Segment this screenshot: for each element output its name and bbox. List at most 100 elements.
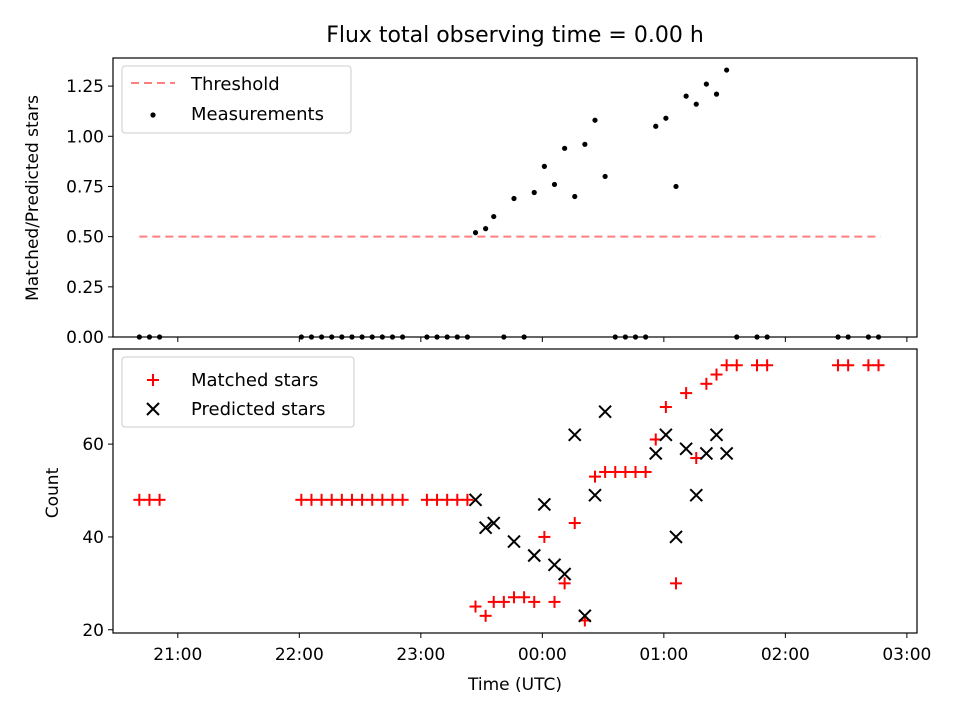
matched-star-point (305, 493, 318, 506)
ratio-y-axis-label: Matched/Predicted stars (23, 95, 43, 301)
legend-matched-label: Matched stars (191, 370, 318, 391)
measurement-point (673, 183, 679, 190)
matched-star-point (639, 465, 652, 478)
matched-star-point (335, 493, 348, 506)
x-tick-label: 22:00 (275, 645, 324, 665)
measurement-point (562, 145, 568, 151)
legend-measurements-swatch (150, 112, 156, 118)
predicted-star-point (699, 446, 714, 461)
matched-star-point (751, 359, 764, 372)
chart-title: Flux total observing time = 0.00 h (326, 23, 704, 48)
measurement-point (491, 213, 497, 220)
matched-star-point (528, 595, 541, 608)
measurement-point (683, 93, 689, 99)
legend-predicted-swatch (146, 402, 160, 416)
matched-star-point (295, 493, 308, 506)
matched-star-point (386, 493, 399, 506)
ratio-panel-frame (112, 57, 918, 338)
predicted-star-point (679, 442, 693, 456)
count-panel: 20 40 60 21:00 22:00 23:00 00:00 01:00 02:00 03:… (43, 348, 931, 695)
measurement-point (572, 193, 578, 200)
ratio-y-tick-label: 0.50 (66, 228, 104, 248)
legend-predicted-label: Predicted stars (191, 399, 325, 420)
ratio-legend-box (121, 65, 352, 134)
matched-star-point (315, 493, 328, 506)
measurement-point (541, 163, 547, 169)
legend-measurements-label: Measurements (191, 104, 324, 125)
matched-star-point (720, 359, 733, 372)
x-tick-label: 02:00 (761, 645, 810, 665)
predicted-star-point (537, 497, 552, 512)
measurement-point (592, 117, 598, 123)
matched-star-point (518, 591, 531, 604)
matched-star-point (588, 470, 601, 483)
predicted-star-point (669, 530, 683, 544)
count-y-tick-label: 40 (82, 528, 104, 548)
count-legend: Matched stars Predicted stars (121, 356, 355, 428)
matched-star-point (700, 377, 713, 390)
predicted-star-point (588, 488, 602, 502)
ratio-y-tick-label: 0.25 (66, 278, 104, 298)
predicted-star-point (709, 428, 724, 442)
ratio-y-tick-label: 0.75 (66, 177, 104, 197)
ratio-panel: 0.00 0.25 0.50 0.75 1.00 1.25 Matched/Predict… (23, 57, 918, 348)
matched-star-point (558, 577, 571, 590)
predicted-star-point (568, 428, 582, 442)
matched-star-point (153, 493, 166, 506)
measurement-point (472, 230, 479, 236)
matched-star-point (366, 493, 379, 506)
matched-star-point (629, 465, 642, 478)
predicted-star-point (557, 567, 572, 581)
matched-star-point (461, 493, 474, 506)
x-axis-label: Time (UTC) (467, 675, 562, 695)
matched-star-point (143, 493, 156, 506)
matched-star-point (690, 452, 703, 465)
predicted-star-point (659, 428, 673, 442)
x-tick-label: 23:00 (396, 645, 445, 665)
matched-star-point (507, 591, 520, 604)
x-tick-label: 21:00 (153, 645, 202, 665)
matched-star-point (538, 530, 551, 543)
matched-star-point (832, 359, 845, 372)
matched-star-point (599, 465, 612, 478)
predicted-star-point (649, 446, 663, 461)
matched-star-point (441, 493, 454, 506)
matched-star-point (420, 493, 433, 506)
ratio-y-tick-label: 0.00 (66, 328, 104, 348)
measurement-point (511, 195, 517, 202)
count-y-tick-label: 60 (82, 435, 104, 455)
predicted-star-point (487, 516, 501, 530)
predicted-star-point (689, 488, 703, 502)
count-legend-box (121, 356, 355, 428)
matched-star-point (710, 368, 723, 381)
measurement-point (713, 91, 720, 97)
measurement-point (483, 226, 489, 232)
predicted-star-point (578, 609, 592, 623)
matched-star-point (396, 493, 409, 506)
ratio-legend: Threshold Measurements (121, 65, 352, 134)
matched-star-point (862, 359, 875, 372)
x-tick-label: 01:00 (639, 645, 688, 665)
matched-star-point (497, 595, 510, 608)
matched-star-point (730, 359, 743, 372)
x-tick-label: 00:00 (518, 645, 567, 665)
matched-star-point (548, 595, 561, 608)
matched-star-point (376, 493, 389, 506)
measurement-point (602, 173, 608, 180)
matched-star-point (487, 595, 500, 608)
matched-star-point (680, 387, 693, 400)
matched-star-point (431, 493, 444, 506)
predicted-star-point (719, 446, 734, 461)
measurement-point (582, 141, 588, 147)
measurement-point (663, 115, 669, 121)
predicted-star-point (598, 404, 612, 419)
legend-threshold-label: Threshold (190, 74, 280, 95)
matched-star-point (325, 493, 338, 506)
ratio-y-tick-label: 1.25 (66, 77, 104, 97)
legend-matched-swatch (147, 374, 159, 386)
matched-star-point (619, 465, 632, 478)
matched-star-point (670, 577, 683, 590)
matched-star-point (609, 465, 622, 478)
measurement-point (693, 101, 699, 107)
